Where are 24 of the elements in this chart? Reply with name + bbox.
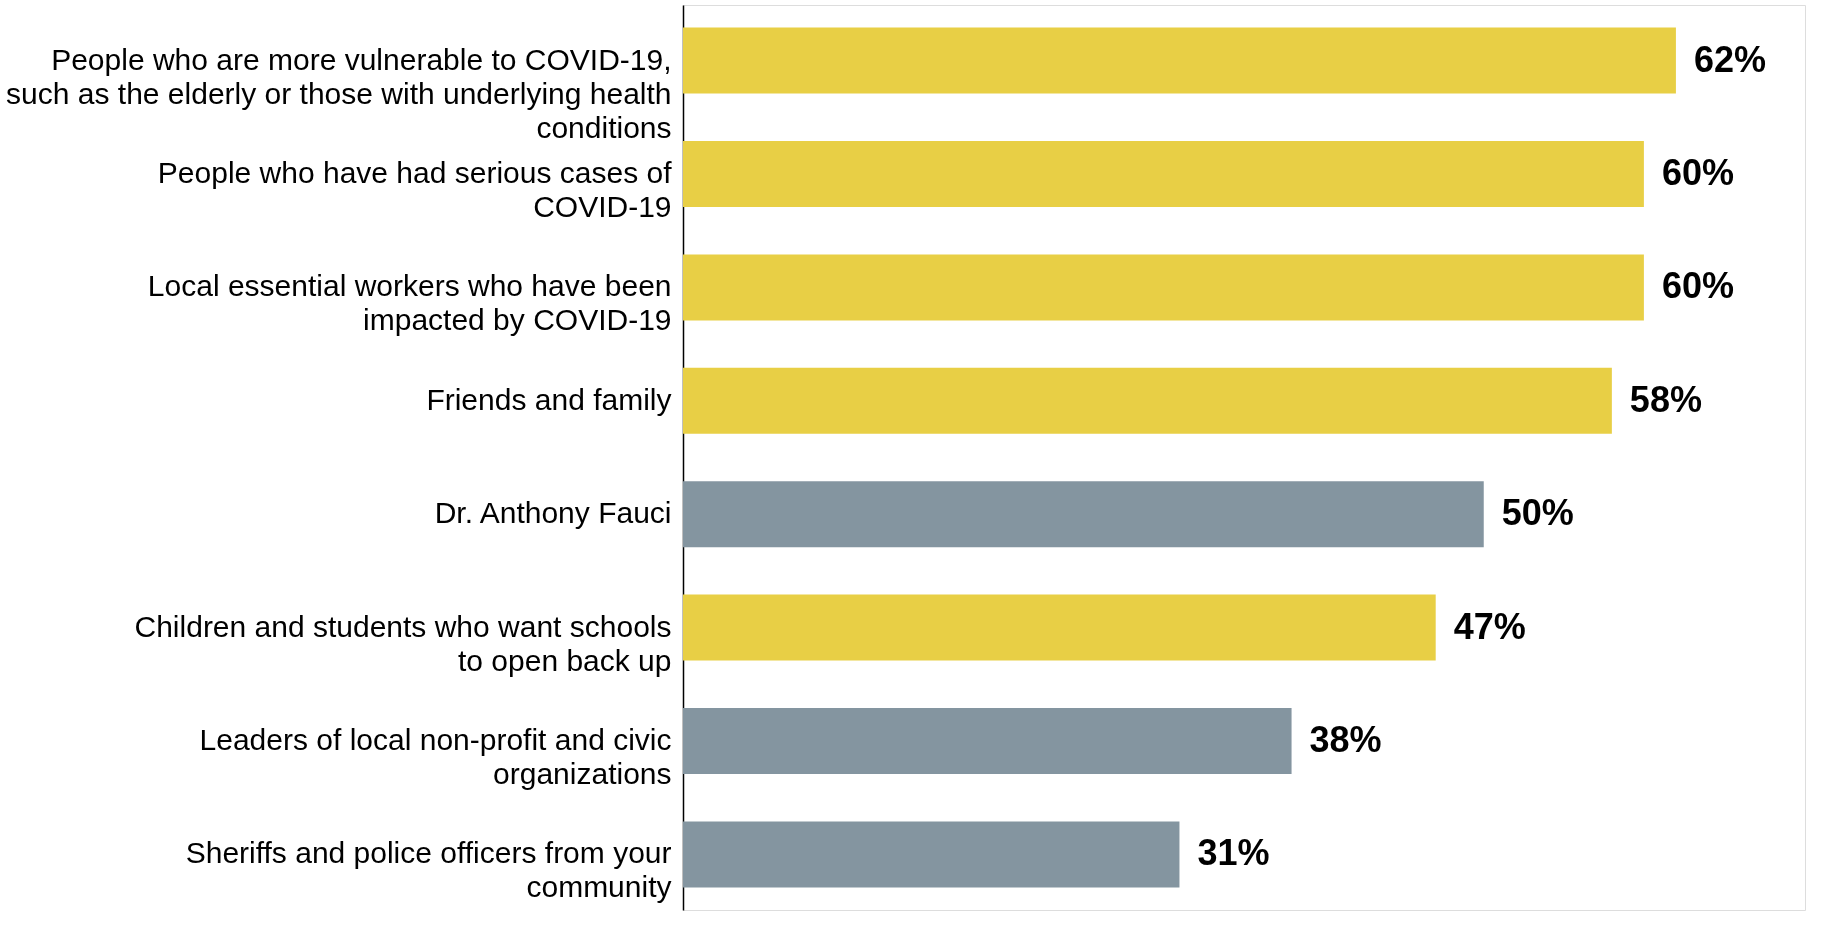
- y-tick-label: Local essential workers who have been impacted by COVID-19: [147, 269, 672, 337]
- y-tick-label: Friends and family: [426, 382, 672, 416]
- data-label: 38%: [1309, 719, 1382, 761]
- bar: [683, 254, 1644, 321]
- y-tick-label: Sheriffs and police officers from your community: [185, 836, 672, 904]
- data-label: 31%: [1197, 832, 1270, 874]
- y-tick-label: People who are more vulnerable to COVID-19, such as the elderly or those with underlying health conditions: [6, 42, 672, 144]
- data-label: 47%: [1453, 605, 1526, 647]
- bar: [683, 140, 1644, 207]
- data-label: 58%: [1629, 378, 1702, 420]
- y-tick-label: Dr. Anthony Fauci: [434, 496, 672, 530]
- y-tick-label: Children and students who want schools to open back up: [134, 609, 672, 677]
- bar: [683, 594, 1436, 661]
- data-label: 50%: [1501, 492, 1574, 534]
- data-label: 60%: [1661, 265, 1734, 307]
- y-tick-label: People who have had serious cases of COVID-19: [157, 155, 673, 223]
- data-label: 62%: [1693, 38, 1766, 80]
- bar: [683, 481, 1484, 548]
- bar: [683, 27, 1676, 94]
- data-label: 60%: [1661, 151, 1734, 193]
- y-tick-label: Leaders of local non-profit and civic organizations: [199, 723, 672, 791]
- bar: [683, 367, 1612, 434]
- bar: [683, 708, 1292, 775]
- bar: [683, 821, 1180, 888]
